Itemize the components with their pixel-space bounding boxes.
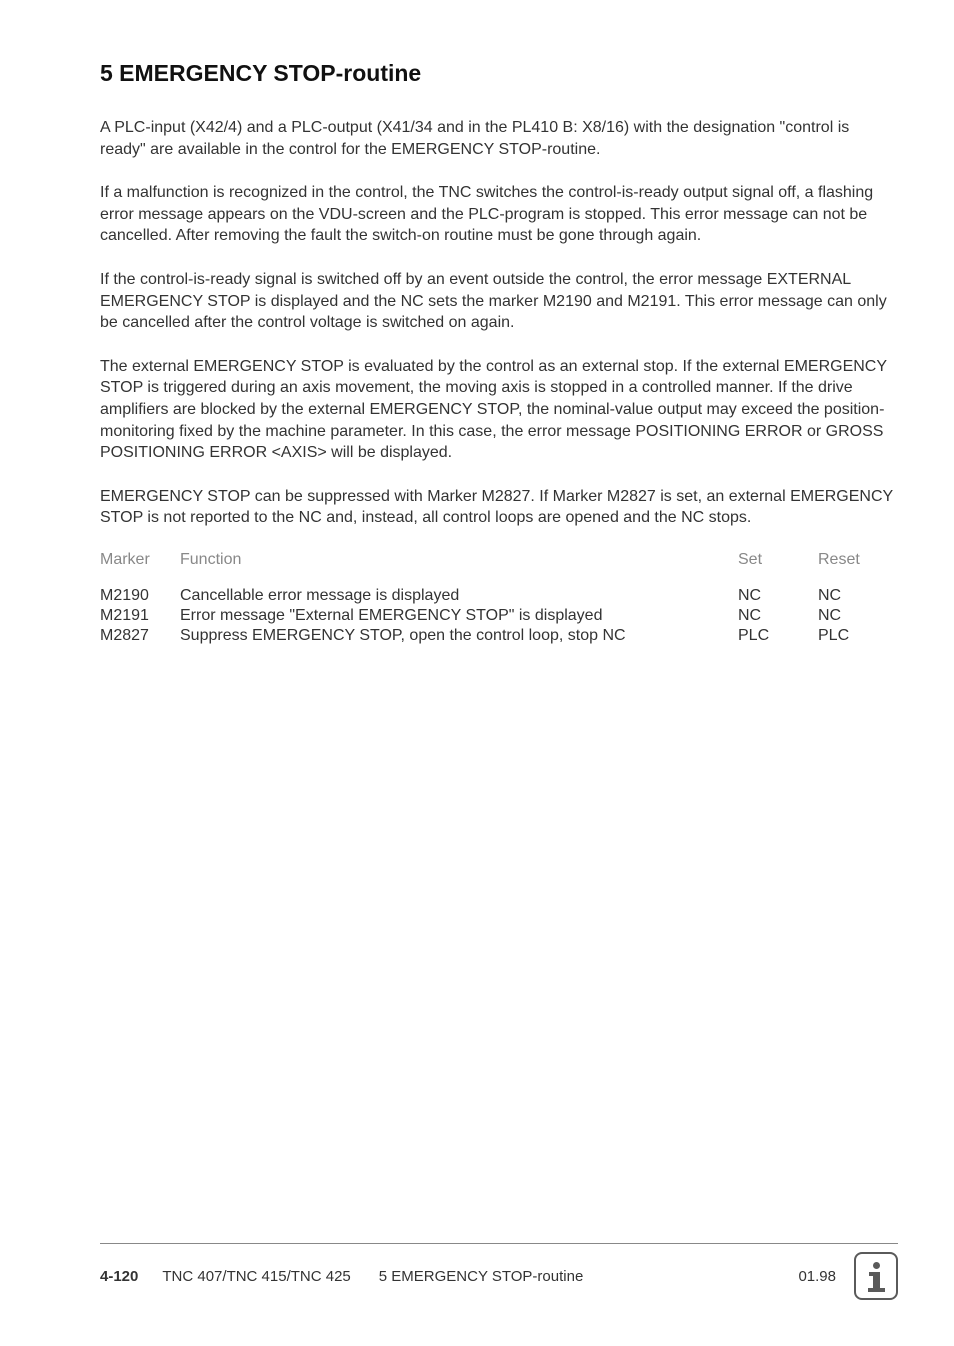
page: 5 EMERGENCY STOP-routine A PLC-input (X4… xyxy=(0,0,954,1346)
footer-date: 01.98 xyxy=(798,1268,836,1285)
footer-model: TNC 407/TNC 415/TNC 425 xyxy=(162,1268,350,1285)
paragraph-5: EMERGENCY STOP can be suppressed with Ma… xyxy=(100,486,898,529)
cell-marker: M2191 xyxy=(100,607,180,627)
cell-function: Error message "External EMERGENCY STOP" … xyxy=(180,607,738,627)
footer-rule xyxy=(100,1243,898,1244)
table-row: M2190 Cancellable error message is displ… xyxy=(100,587,898,607)
table-row: M2191 Error message "External EMERGENCY … xyxy=(100,607,898,627)
footer-section: 5 EMERGENCY STOP-routine xyxy=(379,1268,799,1285)
paragraph-1: A PLC-input (X42/4) and a PLC-output (X4… xyxy=(100,117,898,160)
cell-reset: NC xyxy=(818,607,898,627)
cell-function: Suppress EMERGENCY STOP, open the contro… xyxy=(180,627,738,647)
marker-table: Marker Function Set Reset M2190 Cancella… xyxy=(100,551,898,647)
paragraph-3: If the control-is-ready signal is switch… xyxy=(100,269,898,334)
th-marker: Marker xyxy=(100,551,180,587)
th-set: Set xyxy=(738,551,818,587)
page-footer: 4-120 TNC 407/TNC 415/TNC 425 5 EMERGENC… xyxy=(100,1243,898,1300)
footer-page-number: 4-120 xyxy=(100,1268,138,1285)
cell-reset: PLC xyxy=(818,627,898,647)
cell-set: NC xyxy=(738,607,818,627)
cell-marker: M2827 xyxy=(100,627,180,647)
cell-set: PLC xyxy=(738,627,818,647)
section-heading: 5 EMERGENCY STOP-routine xyxy=(100,60,898,87)
cell-reset: NC xyxy=(818,587,898,607)
footer-row: 4-120 TNC 407/TNC 415/TNC 425 5 EMERGENC… xyxy=(100,1252,898,1300)
cell-marker: M2190 xyxy=(100,587,180,607)
th-reset: Reset xyxy=(818,551,898,587)
th-function: Function xyxy=(180,551,738,587)
cell-function: Cancellable error message is displayed xyxy=(180,587,738,607)
paragraph-4: The external EMERGENCY STOP is evaluated… xyxy=(100,356,898,464)
info-icon xyxy=(854,1252,898,1300)
table-header-row: Marker Function Set Reset xyxy=(100,551,898,587)
cell-set: NC xyxy=(738,587,818,607)
paragraph-2: If a malfunction is recognized in the co… xyxy=(100,182,898,247)
table-row: M2827 Suppress EMERGENCY STOP, open the … xyxy=(100,627,898,647)
